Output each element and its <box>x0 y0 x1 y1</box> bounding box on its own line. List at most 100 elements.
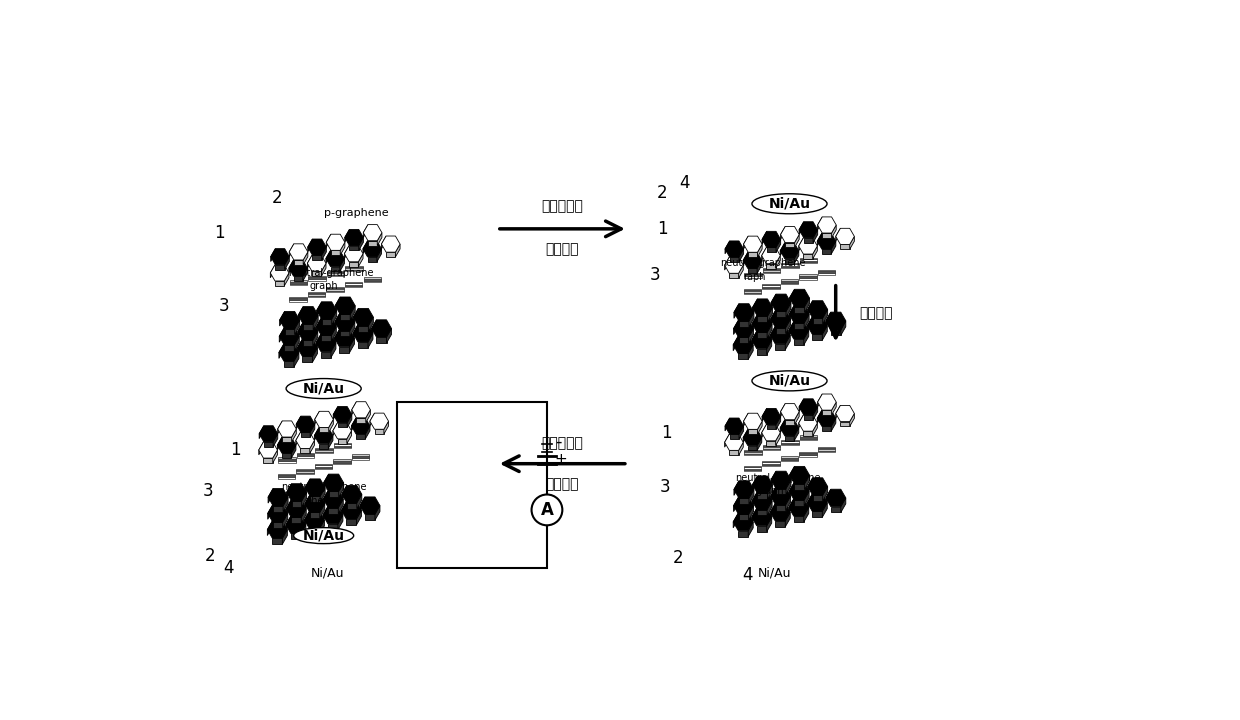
Polygon shape <box>346 270 363 271</box>
Polygon shape <box>334 443 351 444</box>
Polygon shape <box>781 266 799 267</box>
Polygon shape <box>822 487 827 501</box>
Polygon shape <box>301 525 306 539</box>
Polygon shape <box>775 344 785 350</box>
Polygon shape <box>283 498 288 512</box>
Polygon shape <box>822 310 827 324</box>
Polygon shape <box>278 421 296 437</box>
Polygon shape <box>279 344 284 359</box>
Polygon shape <box>372 320 392 337</box>
Polygon shape <box>356 510 361 525</box>
Polygon shape <box>763 284 780 285</box>
Text: neutral-graphene: neutral-graphene <box>735 472 821 482</box>
Polygon shape <box>284 345 294 351</box>
Polygon shape <box>739 426 744 439</box>
Polygon shape <box>786 303 791 318</box>
Polygon shape <box>286 516 306 534</box>
Polygon shape <box>817 394 836 410</box>
Polygon shape <box>794 428 799 441</box>
Polygon shape <box>739 498 749 504</box>
Polygon shape <box>340 242 345 255</box>
Polygon shape <box>789 499 808 516</box>
Polygon shape <box>763 461 780 462</box>
Polygon shape <box>744 413 763 429</box>
Polygon shape <box>263 458 273 463</box>
Polygon shape <box>800 276 817 277</box>
Polygon shape <box>335 313 340 328</box>
Polygon shape <box>753 315 758 330</box>
Polygon shape <box>785 336 790 350</box>
Polygon shape <box>758 316 768 322</box>
Polygon shape <box>308 255 312 268</box>
Polygon shape <box>768 307 773 322</box>
Polygon shape <box>368 317 373 332</box>
Polygon shape <box>744 467 761 469</box>
Polygon shape <box>319 444 329 449</box>
Polygon shape <box>768 501 773 516</box>
Polygon shape <box>795 484 805 490</box>
Polygon shape <box>744 275 761 276</box>
Polygon shape <box>775 505 786 510</box>
Polygon shape <box>305 495 325 513</box>
Polygon shape <box>334 461 351 462</box>
Polygon shape <box>377 337 387 343</box>
Polygon shape <box>766 248 776 252</box>
Ellipse shape <box>294 528 353 544</box>
Polygon shape <box>289 260 294 273</box>
Polygon shape <box>766 264 776 269</box>
Polygon shape <box>817 233 836 249</box>
Polygon shape <box>278 477 295 479</box>
Polygon shape <box>763 462 780 464</box>
Polygon shape <box>744 290 761 292</box>
Polygon shape <box>744 236 748 249</box>
Polygon shape <box>800 436 817 438</box>
Polygon shape <box>283 530 288 544</box>
Polygon shape <box>758 438 761 451</box>
Polygon shape <box>807 478 812 492</box>
Polygon shape <box>785 259 794 264</box>
Polygon shape <box>748 269 758 274</box>
Polygon shape <box>301 492 306 507</box>
Polygon shape <box>826 312 831 327</box>
Polygon shape <box>748 345 753 359</box>
Text: +: + <box>554 452 568 467</box>
Polygon shape <box>725 418 744 434</box>
Polygon shape <box>729 274 739 278</box>
Polygon shape <box>763 449 780 450</box>
Polygon shape <box>789 499 794 513</box>
Polygon shape <box>363 279 381 280</box>
Polygon shape <box>753 299 758 313</box>
Polygon shape <box>763 464 780 465</box>
Polygon shape <box>384 421 388 434</box>
Polygon shape <box>763 287 780 288</box>
Polygon shape <box>278 421 283 434</box>
Polygon shape <box>316 334 336 351</box>
Polygon shape <box>841 321 846 336</box>
Polygon shape <box>812 511 822 517</box>
Polygon shape <box>363 277 381 279</box>
Polygon shape <box>776 239 781 252</box>
Polygon shape <box>346 519 356 525</box>
Polygon shape <box>794 323 804 329</box>
Polygon shape <box>758 493 768 499</box>
Polygon shape <box>340 258 345 271</box>
Polygon shape <box>296 469 314 470</box>
Polygon shape <box>831 330 841 336</box>
Polygon shape <box>800 438 817 439</box>
Polygon shape <box>296 432 300 445</box>
Polygon shape <box>758 261 761 274</box>
Polygon shape <box>345 230 350 243</box>
Polygon shape <box>725 241 729 254</box>
Polygon shape <box>316 302 337 319</box>
Polygon shape <box>763 231 766 244</box>
Polygon shape <box>352 456 370 457</box>
Polygon shape <box>273 522 283 528</box>
Polygon shape <box>294 336 299 351</box>
Polygon shape <box>286 500 306 517</box>
Polygon shape <box>278 459 295 460</box>
Polygon shape <box>744 469 761 471</box>
Polygon shape <box>761 248 766 261</box>
Polygon shape <box>818 274 836 275</box>
Polygon shape <box>315 449 332 451</box>
Polygon shape <box>800 262 817 264</box>
